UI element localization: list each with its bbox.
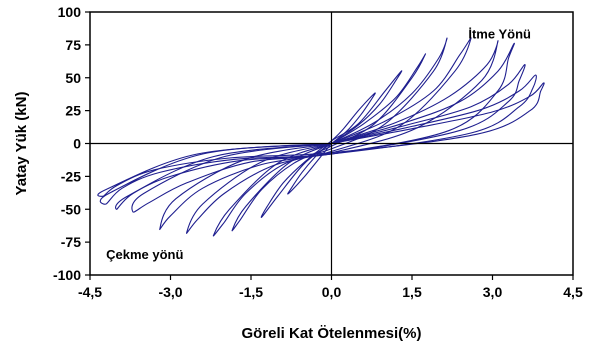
annotation-label: Çekme yönü bbox=[106, 247, 183, 262]
y-tick-label: -50 bbox=[61, 201, 81, 217]
y-tick-label: 75 bbox=[65, 37, 81, 53]
hysteresis-loop bbox=[185, 37, 472, 234]
y-axis: 100 75 50 25 0 -25 -50 -75 -100 bbox=[53, 4, 90, 283]
y-tick-label: 50 bbox=[65, 70, 81, 86]
y-tick-label: 100 bbox=[58, 4, 82, 20]
hysteresis-loop bbox=[97, 82, 545, 197]
y-axis-title: Yatay Yük (kN) bbox=[13, 92, 30, 196]
zero-lines bbox=[90, 12, 573, 275]
curves-group bbox=[97, 37, 545, 237]
hysteresis-loop bbox=[99, 74, 537, 205]
x-axis-title: Göreli Kat Ötelenmesi(%) bbox=[241, 325, 421, 342]
hysteresis-loop bbox=[212, 37, 448, 237]
x-tick-label: 3,0 bbox=[483, 284, 503, 300]
x-tick-label: -3,0 bbox=[158, 284, 182, 300]
y-tick-label: 25 bbox=[65, 103, 81, 119]
x-tick-label: 1,5 bbox=[402, 284, 422, 300]
y-tick-label: -100 bbox=[53, 267, 81, 283]
x-tick-label: 4,5 bbox=[563, 284, 583, 300]
x-axis: -4,5 -3,0 -1,5 0,0 1,5 3,0 4,5 bbox=[78, 275, 583, 300]
y-tick-label: -25 bbox=[61, 168, 81, 184]
x-tick-label: -4,5 bbox=[78, 284, 102, 300]
annotation-label: İtme Yönü bbox=[468, 26, 531, 41]
hysteresis-loop bbox=[159, 40, 499, 231]
x-tick-label: -1,5 bbox=[239, 284, 263, 300]
x-tick-label: 0,0 bbox=[322, 284, 342, 300]
annotations: İtme Yönü Çekme yönü bbox=[106, 26, 531, 262]
y-tick-label: 0 bbox=[73, 136, 81, 152]
y-tick-label: -75 bbox=[61, 234, 81, 250]
